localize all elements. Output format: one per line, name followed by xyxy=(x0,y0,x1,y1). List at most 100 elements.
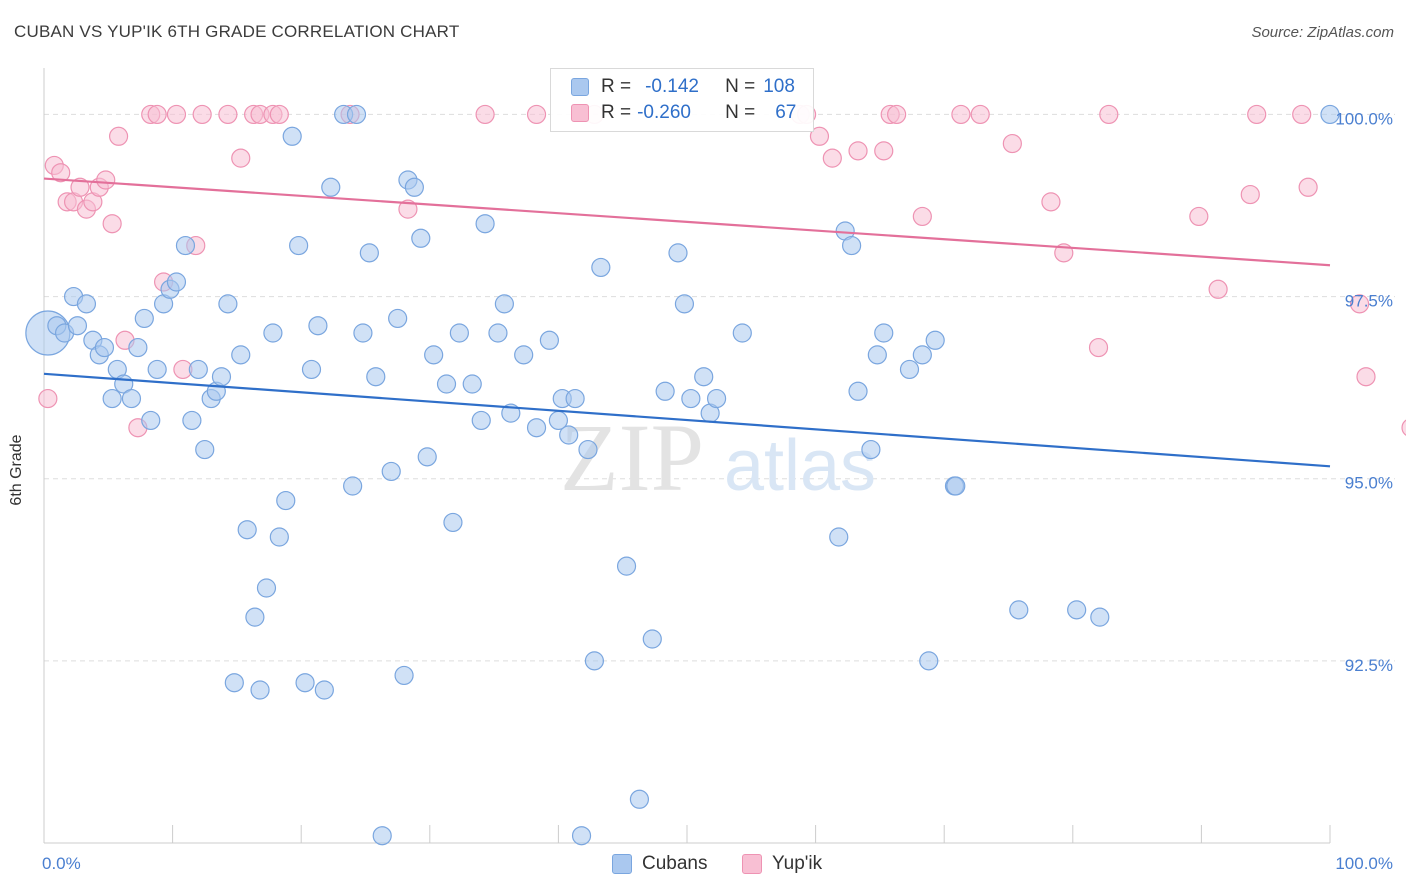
cubans-point-104 xyxy=(1067,600,1087,620)
cubans-point-80 xyxy=(629,789,650,809)
cubans-point-8 xyxy=(94,337,115,358)
yupik-point-39 xyxy=(887,104,907,125)
axes xyxy=(43,68,1331,844)
yupik-n-value: 67 xyxy=(775,102,797,123)
cubans-point-21 xyxy=(182,410,202,431)
yupik-point-34 xyxy=(809,126,830,146)
yupik-point-46 xyxy=(1099,104,1119,125)
cubans-point-75 xyxy=(571,826,592,846)
cubans-point-27 xyxy=(218,294,238,314)
bottom-yupik-label: Yup'ik xyxy=(772,853,823,874)
cubans-point-15 xyxy=(141,410,161,431)
cubans-point-88 xyxy=(706,388,727,409)
cubans-point-66 xyxy=(494,294,514,314)
cubans-point-32 xyxy=(250,680,270,700)
bottom-cubans-swatch xyxy=(612,854,632,874)
cubans-point-40 xyxy=(301,359,322,380)
yupik-point-30 xyxy=(526,104,547,125)
x-tick-label-1: 100.0% xyxy=(1335,854,1393,873)
cubans-point-41 xyxy=(308,316,328,336)
yupik-point-54 xyxy=(1349,294,1370,314)
cubans-point-84 xyxy=(674,294,695,314)
yupik-point-48 xyxy=(1189,206,1209,227)
yupik-r-label: R = xyxy=(601,102,632,123)
yupik-point-50 xyxy=(1240,184,1260,205)
cubans-point-76 xyxy=(578,439,598,460)
yupik-swatch xyxy=(571,104,589,122)
yupik-trend-line xyxy=(43,177,1331,267)
yupik-point-55 xyxy=(1356,367,1376,387)
stats-legend: R = -0.142 N = 108 R = -0.260 N = 67 xyxy=(550,68,814,132)
yupik-point-21 xyxy=(218,104,238,125)
yupik-point-40 xyxy=(912,206,932,227)
watermark-atlas: atlas xyxy=(724,426,876,506)
yupik-point-15 xyxy=(147,104,167,125)
yupik-point-53 xyxy=(1298,177,1318,197)
cubans-point-38 xyxy=(289,235,309,256)
yupik-point-29 xyxy=(475,104,495,125)
cubans-point-78 xyxy=(591,257,611,278)
cubans-point-59 xyxy=(436,374,457,394)
cubans-point-48 xyxy=(359,243,379,263)
cubans-point-106 xyxy=(1320,104,1340,125)
yupik-point-56 xyxy=(1401,419,1406,436)
cubans-point-16 xyxy=(147,359,167,380)
cubans-point-37 xyxy=(282,126,302,146)
cubans-point-9 xyxy=(102,388,122,409)
chart-title: CUBAN VS YUP'IK 6TH GRADE CORRELATION CH… xyxy=(14,22,460,41)
x-tick-label-0: 0.0% xyxy=(42,854,81,873)
series-yupik-points xyxy=(38,104,1406,438)
cubans-point-56 xyxy=(411,228,431,248)
tick-labels: 92.5% 95.0% 97.5% 100.0% 0.0% 100.0% xyxy=(42,109,1393,873)
cubans-point-103 xyxy=(1009,600,1029,620)
cubans-point-36 xyxy=(276,490,296,511)
cubans-point-70 xyxy=(539,330,559,350)
cubans-point-57 xyxy=(417,447,437,467)
cubans-point-30 xyxy=(237,520,257,540)
bottom-yupik-swatch xyxy=(742,854,762,874)
yupik-point-44 xyxy=(1041,192,1061,212)
cubans-n-label: N = xyxy=(725,76,756,97)
yupik-point-36 xyxy=(848,141,868,161)
cubans-point-62 xyxy=(462,374,482,394)
yupik-point-22 xyxy=(231,148,251,168)
yupik-r-value: -0.260 xyxy=(637,102,691,123)
cubans-point-20 xyxy=(175,235,196,256)
cubans-point-52 xyxy=(388,308,408,329)
yupik-point-2 xyxy=(51,163,71,183)
cubans-point-50 xyxy=(372,826,392,846)
legend-row-yupik: R = -0.260 N = 67 xyxy=(571,101,796,125)
cubans-point-92 xyxy=(842,235,862,256)
yupik-point-51 xyxy=(1247,104,1267,125)
cubans-point-46 xyxy=(346,104,367,125)
cubans-point-31 xyxy=(245,607,265,627)
yupik-point-26 xyxy=(269,104,289,125)
cubans-point-94 xyxy=(861,439,881,460)
yupik-n-label: N = xyxy=(725,102,756,123)
cubans-point-60 xyxy=(443,512,463,533)
cubans-point-22 xyxy=(188,359,208,380)
cubans-point-53 xyxy=(394,665,414,686)
cubans-point-26 xyxy=(211,367,232,387)
cubans-point-85 xyxy=(681,388,701,409)
cubans-point-93 xyxy=(848,381,868,401)
yupik-point-0 xyxy=(38,388,58,409)
y-tick-label-1: 95.0% xyxy=(1345,474,1393,493)
cubans-point-23 xyxy=(195,439,215,460)
cubans-point-82 xyxy=(655,381,675,401)
cubans-point-86 xyxy=(694,367,714,387)
yupik-point-5 xyxy=(70,177,90,197)
yupik-point-41 xyxy=(951,104,971,125)
cubans-point-58 xyxy=(424,345,444,365)
cubans-point-4 xyxy=(67,316,88,336)
cubans-point-12 xyxy=(121,388,142,409)
yupik-point-42 xyxy=(970,104,990,125)
bottom-cubans-label: Cubans xyxy=(642,853,708,874)
cubans-trend-line xyxy=(43,372,1331,468)
cubans-point-49 xyxy=(366,367,386,387)
cubans-point-55 xyxy=(404,177,424,197)
legend-row-cubans: R = -0.142 N = 108 xyxy=(571,75,795,99)
cubans-n-value: 108 xyxy=(763,76,795,97)
cubans-r-value: -0.142 xyxy=(645,76,699,97)
